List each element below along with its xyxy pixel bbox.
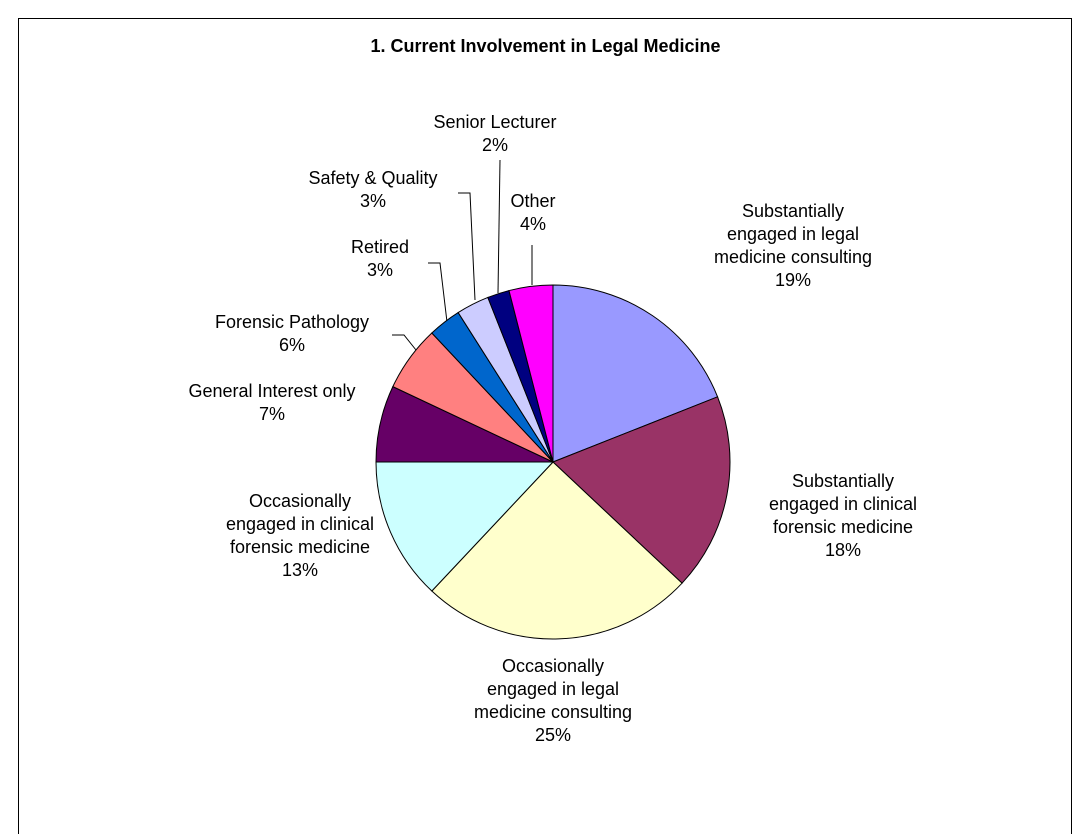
- category-label: Occasionally engaged in clinical forensi…: [225, 491, 375, 557]
- category-label: Substantially engaged in legal medicine …: [713, 201, 873, 267]
- leader-line: [458, 192, 476, 301]
- slice-label: Substantially engaged in clinical forens…: [758, 470, 928, 562]
- value-label: 2%: [481, 135, 508, 155]
- category-label: Other: [510, 191, 556, 211]
- leader-line: [392, 334, 417, 351]
- category-label: Safety & Quality: [308, 168, 438, 188]
- value-label: 18%: [824, 540, 862, 560]
- value-label: 13%: [281, 560, 319, 580]
- category-label: Forensic Pathology: [214, 312, 370, 332]
- category-label: Retired: [350, 237, 410, 257]
- value-label: 3%: [366, 260, 393, 280]
- leader-line: [497, 159, 501, 294]
- value-label: 6%: [278, 335, 305, 355]
- category-label: Occasionally engaged in legal medicine c…: [473, 656, 633, 722]
- slice-label: Senior Lecturer 2%: [395, 111, 595, 157]
- slice-label: Occasionally engaged in legal medicine c…: [466, 655, 641, 747]
- slice-label: Substantially engaged in legal medicine …: [706, 200, 881, 292]
- pie-slice: [508, 284, 554, 463]
- leader-line: [428, 262, 448, 323]
- leader-lines: [392, 159, 533, 351]
- pie-slice: [552, 284, 719, 463]
- slice-label: Forensic Pathology 6%: [182, 311, 402, 357]
- slice-label: Retired 3%: [320, 236, 440, 282]
- value-label: 25%: [534, 725, 572, 745]
- value-label: 7%: [258, 404, 285, 424]
- category-label: Senior Lecturer: [433, 112, 557, 132]
- pie-slice: [375, 461, 555, 592]
- slice-label: Safety & Quality 3%: [273, 167, 473, 213]
- category-label: General Interest only: [188, 381, 356, 401]
- pie-slice: [431, 461, 683, 640]
- slice-label: Other 4%: [483, 190, 583, 236]
- pie-slice: [552, 396, 731, 584]
- value-label: 4%: [519, 214, 546, 234]
- chart-title: 1. Current Involvement in Legal Medicine: [370, 36, 721, 56]
- value-label: 3%: [359, 191, 386, 211]
- slice-label: General Interest only 7%: [152, 380, 392, 426]
- value-label: 19%: [774, 270, 812, 290]
- category-label: Substantially engaged in clinical forens…: [768, 471, 918, 537]
- chart-frame: [18, 18, 1072, 834]
- slice-label: Occasionally engaged in clinical forensi…: [215, 490, 385, 582]
